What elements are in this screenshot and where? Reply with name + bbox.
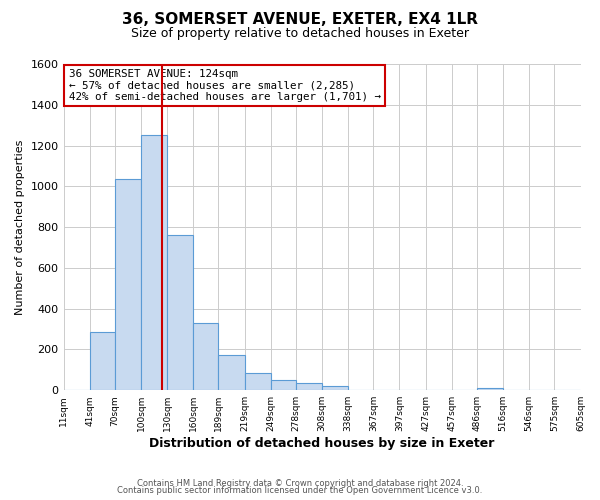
Bar xyxy=(322,386,348,390)
X-axis label: Distribution of detached houses by size in Exeter: Distribution of detached houses by size … xyxy=(149,437,495,450)
Text: Contains public sector information licensed under the Open Government Licence v3: Contains public sector information licen… xyxy=(118,486,482,495)
Y-axis label: Number of detached properties: Number of detached properties xyxy=(15,140,25,315)
Text: 36, SOMERSET AVENUE, EXETER, EX4 1LR: 36, SOMERSET AVENUE, EXETER, EX4 1LR xyxy=(122,12,478,28)
Bar xyxy=(477,388,503,390)
Bar xyxy=(167,236,193,390)
Bar xyxy=(115,179,141,390)
Bar xyxy=(141,136,167,390)
Text: 36 SOMERSET AVENUE: 124sqm
← 57% of detached houses are smaller (2,285)
42% of s: 36 SOMERSET AVENUE: 124sqm ← 57% of deta… xyxy=(69,69,381,102)
Bar xyxy=(271,380,296,390)
Bar xyxy=(218,354,245,390)
Bar xyxy=(89,332,115,390)
Bar xyxy=(193,323,218,390)
Text: Contains HM Land Registry data © Crown copyright and database right 2024.: Contains HM Land Registry data © Crown c… xyxy=(137,478,463,488)
Bar xyxy=(296,383,322,390)
Text: Size of property relative to detached houses in Exeter: Size of property relative to detached ho… xyxy=(131,28,469,40)
Bar xyxy=(245,373,271,390)
